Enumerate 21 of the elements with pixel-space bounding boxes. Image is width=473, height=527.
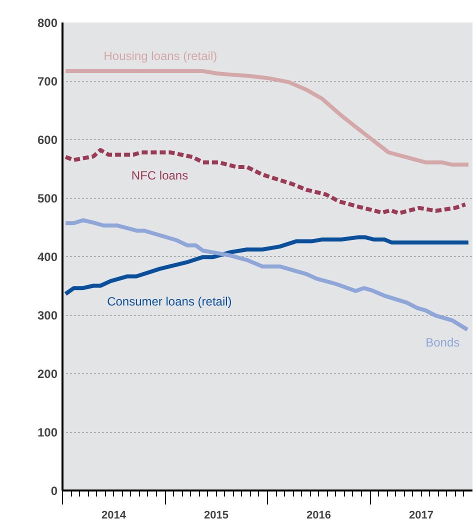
x-tick-label: 2016 bbox=[306, 510, 331, 522]
y-tick-label: 800 bbox=[37, 16, 58, 30]
x-tick-label: 2014 bbox=[102, 510, 127, 522]
y-tick-label: 700 bbox=[37, 74, 58, 88]
series-label: Bonds bbox=[426, 336, 460, 350]
line-series bbox=[64, 69, 470, 167]
x-tick-label: 2017 bbox=[409, 510, 434, 522]
y-tick-label: 500 bbox=[37, 192, 58, 206]
series-label: NFC loans bbox=[131, 168, 188, 182]
y-tick-label: 100 bbox=[37, 426, 58, 440]
y-tick-label: 200 bbox=[37, 367, 58, 381]
y-tick-label: 300 bbox=[37, 308, 58, 322]
line-series bbox=[64, 148, 468, 216]
line-series bbox=[64, 218, 470, 332]
y-tick-label: 0 bbox=[50, 484, 58, 498]
line-series bbox=[64, 235, 470, 296]
y-tick-label: 400 bbox=[37, 250, 58, 264]
series-label: Housing loans (retail) bbox=[104, 49, 218, 64]
x-tick-label: 2015 bbox=[204, 510, 228, 522]
series-label: Consumer loans (retail) bbox=[107, 294, 232, 308]
y-tick-label: 600 bbox=[37, 133, 58, 147]
